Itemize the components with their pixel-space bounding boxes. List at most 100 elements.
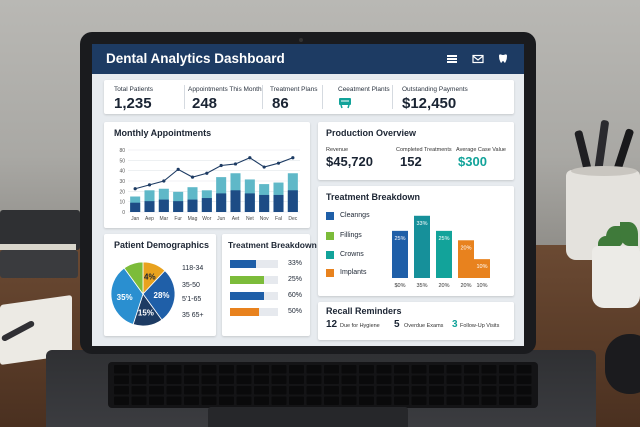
- keyboard-key: [131, 365, 147, 374]
- trend-point: [176, 167, 180, 171]
- page-title: Dental Analytics Dashboard: [106, 51, 285, 66]
- keyboard-key: [516, 396, 532, 405]
- treatment-breakdown-title: Treatment Breakdown: [326, 192, 421, 202]
- kpi-value: $12,450: [402, 95, 457, 112]
- kpi-label: Treatment Plans: [270, 86, 318, 93]
- x-tick-label: Fur: [174, 216, 182, 222]
- trend-point: [147, 183, 152, 187]
- legend-swatch-cleanings: [326, 212, 334, 220]
- kpi-value: 248: [192, 95, 218, 112]
- bar-segment: [173, 201, 184, 212]
- keyboard-key: [359, 386, 374, 395]
- treatment-breakdown-list-title: Treatment Breakdown: [228, 240, 317, 250]
- mail-icon[interactable]: [472, 53, 484, 65]
- trend-point: [205, 171, 209, 175]
- x-tick-label: Net: [246, 216, 254, 222]
- keyboard-key: [114, 375, 129, 384]
- keyboard-key: [376, 396, 392, 405]
- keyboard-key: [411, 375, 427, 384]
- breakdown-bar: [392, 230, 408, 278]
- treatment-progress-label: 25%: [288, 276, 303, 283]
- treatment-progress-track: [230, 292, 278, 300]
- y-tick-label: 0: [122, 210, 125, 216]
- keyboard-key: [481, 375, 497, 384]
- keyboard-key: [271, 386, 287, 395]
- treatment-progress-label: 60%: [288, 292, 303, 299]
- keyboard-key: [429, 365, 444, 374]
- x-tick-label: Nov: [260, 216, 269, 222]
- keyboard-key: [464, 375, 479, 384]
- laptop-keyboard: [108, 362, 538, 408]
- keyboard-key: [324, 396, 339, 405]
- keyboard-key: [394, 365, 409, 374]
- keyboard-key: [481, 386, 497, 395]
- laptop-screen: Dental Analytics Dashboard Total Patient…: [92, 44, 524, 346]
- demographics-legend-item: 35-50: [182, 282, 200, 289]
- keyboard-key: [306, 375, 322, 384]
- treatment-progress-label: 50%: [288, 308, 303, 315]
- kpi-label: Appointments This Month: [188, 86, 262, 93]
- y-tick-label: 50: [119, 158, 125, 164]
- keyboard-key: [499, 365, 514, 374]
- keyboard-key: [131, 386, 147, 395]
- treatment-progress-fill: [230, 276, 264, 284]
- trend-point: [262, 165, 266, 169]
- plant-leaf: [620, 222, 638, 246]
- keyboard-key: [376, 386, 392, 395]
- treatment-breakdown-list-card: [222, 234, 310, 336]
- keyboard-key: [201, 386, 217, 395]
- keyboard-key: [499, 396, 514, 405]
- keyboard-key: [201, 365, 217, 374]
- treatment-breakdown-bar-chart: 25% $0% 33% 35% 25% 20% 20% 20% 10% 10%: [392, 215, 490, 289]
- tooth-icon[interactable]: [497, 53, 509, 65]
- keyboard-key: [219, 386, 234, 395]
- keyboard-key: [411, 386, 427, 395]
- treatment-progress-track: [230, 260, 278, 268]
- keyboard-key: [306, 365, 322, 374]
- bar-segment: [201, 198, 212, 212]
- keyboard-key: [306, 386, 322, 395]
- trend-point: [248, 156, 252, 160]
- bar-segment: [244, 193, 255, 212]
- keyboard-key: [429, 396, 444, 405]
- x-tick-label: Mar: [160, 216, 169, 222]
- x-tick-label: Jun: [217, 216, 225, 222]
- keyboard-key: [236, 375, 252, 384]
- x-tick-label: 20%: [438, 283, 449, 289]
- keyboard-key: [324, 375, 339, 384]
- keyboard-key: [114, 386, 129, 395]
- keyboard-key: [341, 396, 357, 405]
- keyboard-key: [114, 396, 129, 405]
- breakdown-bar: [436, 230, 452, 278]
- x-tick-label: 35%: [416, 283, 427, 289]
- monthly-appointments-chart: Jan Aep Mar Fur Mag Wor Jun Aet Net Nov Fal Dec 80 5…: [119, 148, 300, 222]
- breakdown-bar: [474, 259, 490, 278]
- kpi-value: 86: [272, 95, 289, 112]
- book-stack-bottom: [0, 250, 78, 278]
- keyboard-key: [464, 386, 479, 395]
- bar-segment: [216, 193, 227, 212]
- recall-reminders-card: [318, 302, 514, 340]
- keyboard-key: [184, 375, 199, 384]
- bar-segment: [273, 194, 284, 212]
- kpi-divider: [262, 85, 263, 109]
- revenue-value: $45,720: [326, 154, 373, 169]
- keyboard-key: [271, 396, 287, 405]
- touchpad[interactable]: [208, 407, 408, 427]
- keyboard-key: [166, 386, 182, 395]
- y-tick-label: 80: [119, 148, 125, 154]
- grid-icon[interactable]: [446, 53, 458, 65]
- x-tick-label: Dec: [288, 216, 297, 222]
- legend-crowns: Crowns: [340, 251, 364, 258]
- recall-count: 3: [452, 319, 458, 330]
- treatment-progress-fill: [230, 308, 259, 316]
- bar-data-label: 20%: [460, 245, 471, 251]
- patient-demographics-title: Patient Demographics: [114, 240, 210, 250]
- keyboard-key: [166, 375, 182, 384]
- keyboard-key: [516, 375, 532, 384]
- pen-cup-rim: [571, 166, 637, 176]
- keyboard-key: [376, 375, 392, 384]
- trend-point: [219, 163, 223, 168]
- keyboard-key: [411, 365, 427, 374]
- keyboard-key: [376, 365, 392, 374]
